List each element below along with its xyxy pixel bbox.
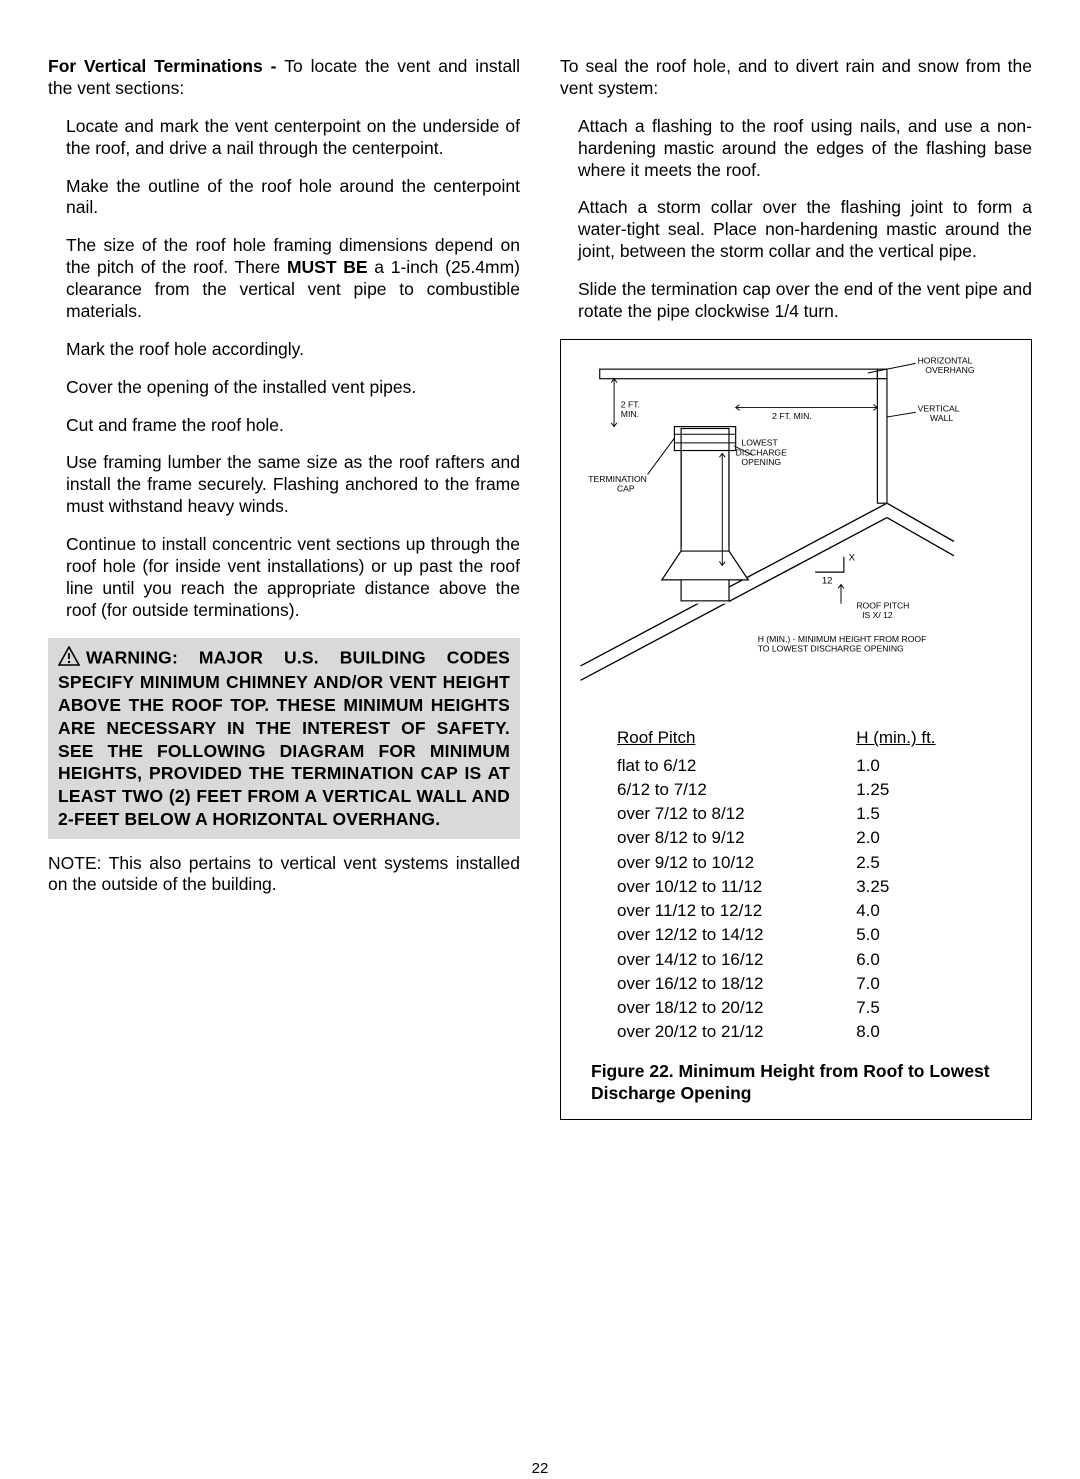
p3: The size of the roof hole framing dimens… <box>48 235 520 323</box>
p4: Mark the roof hole accordingly. <box>48 339 520 361</box>
cell-hmin: 1.5 <box>856 803 985 824</box>
r-p1: Attach a flashing to the roof using nail… <box>560 116 1032 182</box>
cell-hmin: 5.0 <box>856 924 985 945</box>
left-column: For Vertical Terminations - To locate th… <box>48 56 520 1120</box>
diagram: HORIZONTALOVERHANG 2 FT.MIN. LOWESTDISCH… <box>571 350 1021 720</box>
lbl-12: 12 <box>822 575 833 586</box>
p8: Continue to install concentric vent sect… <box>48 534 520 622</box>
lbl-vwall: VERTICALWALL <box>918 403 960 423</box>
table-row: over 20/12 to 21/128.0 <box>617 1021 985 1042</box>
right-column: To seal the roof hole, and to divert rai… <box>560 56 1032 1120</box>
cell-hmin: 2.0 <box>856 827 985 848</box>
cell-pitch: over 14/12 to 16/12 <box>617 949 856 970</box>
th-hmin: H (min.) ft. <box>856 727 985 748</box>
warning-box: WARNING: MAJOR U.S. BUILDING CODES SPECI… <box>48 638 520 839</box>
cell-pitch: over 18/12 to 20/12 <box>617 997 856 1018</box>
p5: Cover the opening of the installed vent … <box>48 377 520 399</box>
table-row: over 9/12 to 10/122.5 <box>617 852 985 873</box>
r-p3: Slide the termination cap over the end o… <box>560 279 1032 323</box>
cell-pitch: flat to 6/12 <box>617 755 856 776</box>
cell-hmin: 1.25 <box>856 779 985 800</box>
table-row: 6/12 to 7/121.25 <box>617 779 985 800</box>
cell-hmin: 2.5 <box>856 852 985 873</box>
th-pitch: Roof Pitch <box>617 727 856 748</box>
cell-pitch: over 12/12 to 14/12 <box>617 924 856 945</box>
cell-hmin: 7.5 <box>856 997 985 1018</box>
lbl-2ftmin1: 2 FT.MIN. <box>621 399 640 419</box>
table-row: over 12/12 to 14/125.0 <box>617 924 985 945</box>
lbl-roofpitch: ROOF PITCHIS X/ 12 <box>856 600 909 620</box>
table-row: over 18/12 to 20/127.5 <box>617 997 985 1018</box>
r-intro: To seal the roof hole, and to divert rai… <box>560 56 1032 100</box>
figure-caption: Figure 22. Minimum Height from Roof to L… <box>571 1054 1021 1106</box>
cell-hmin: 3.25 <box>856 876 985 897</box>
warning-icon <box>58 646 80 672</box>
r-p2: Attach a storm collar over the flashing … <box>560 197 1032 263</box>
cell-pitch: over 8/12 to 9/12 <box>617 827 856 848</box>
lbl-hmin: H (MIN.) - MINIMUM HEIGHT FROM ROOFTO LO… <box>758 634 927 654</box>
p6: Cut and frame the roof hole. <box>48 415 520 437</box>
lbl-lowest: LOWESTDISCHARGEOPENING <box>736 437 787 466</box>
lbl-2ftmin2: 2 FT. MIN. <box>772 411 812 421</box>
table-header: Roof Pitch H (min.) ft. <box>617 727 985 748</box>
intro: For Vertical Terminations - To locate th… <box>48 56 520 100</box>
lbl-termcap: TERMINATIONCAP <box>588 474 647 494</box>
intro-bold: For Vertical Terminations - <box>48 56 284 76</box>
note: NOTE: This also pertains to vertical ven… <box>48 853 520 897</box>
cell-pitch: over 7/12 to 8/12 <box>617 803 856 824</box>
cell-hmin: 4.0 <box>856 900 985 921</box>
roof-diagram-svg: HORIZONTALOVERHANG 2 FT.MIN. LOWESTDISCH… <box>571 350 1021 714</box>
cell-hmin: 6.0 <box>856 949 985 970</box>
table-row: over 10/12 to 11/123.25 <box>617 876 985 897</box>
table-row: over 8/12 to 9/122.0 <box>617 827 985 848</box>
table-row: over 14/12 to 16/126.0 <box>617 949 985 970</box>
table-row: flat to 6/121.0 <box>617 755 985 776</box>
p1: Locate and mark the vent centerpoint on … <box>48 116 520 160</box>
warning-text: WARNING: MAJOR U.S. BUILDING CODES SPECI… <box>58 647 510 829</box>
lbl-x: X <box>849 552 856 563</box>
cell-hmin: 8.0 <box>856 1021 985 1042</box>
cell-pitch: over 20/12 to 21/12 <box>617 1021 856 1042</box>
table-row: over 16/12 to 18/127.0 <box>617 973 985 994</box>
table-row: over 7/12 to 8/121.5 <box>617 803 985 824</box>
cell-hmin: 7.0 <box>856 973 985 994</box>
lbl-horiz: HORIZONTALOVERHANG <box>918 355 975 375</box>
figure-22: HORIZONTALOVERHANG 2 FT.MIN. LOWESTDISCH… <box>560 339 1032 1120</box>
page-number: 22 <box>48 1460 1032 1479</box>
cell-pitch: over 10/12 to 11/12 <box>617 876 856 897</box>
cell-hmin: 1.0 <box>856 755 985 776</box>
cell-pitch: 6/12 to 7/12 <box>617 779 856 800</box>
pitch-table: Roof Pitch H (min.) ft. flat to 6/121.06… <box>571 719 1021 1053</box>
p2: Make the outline of the roof hole around… <box>48 176 520 220</box>
cell-pitch: over 16/12 to 18/12 <box>617 973 856 994</box>
table-row: over 11/12 to 12/124.0 <box>617 900 985 921</box>
cell-pitch: over 11/12 to 12/12 <box>617 900 856 921</box>
cell-pitch: over 9/12 to 10/12 <box>617 852 856 873</box>
p7: Use framing lumber the same size as the … <box>48 452 520 518</box>
